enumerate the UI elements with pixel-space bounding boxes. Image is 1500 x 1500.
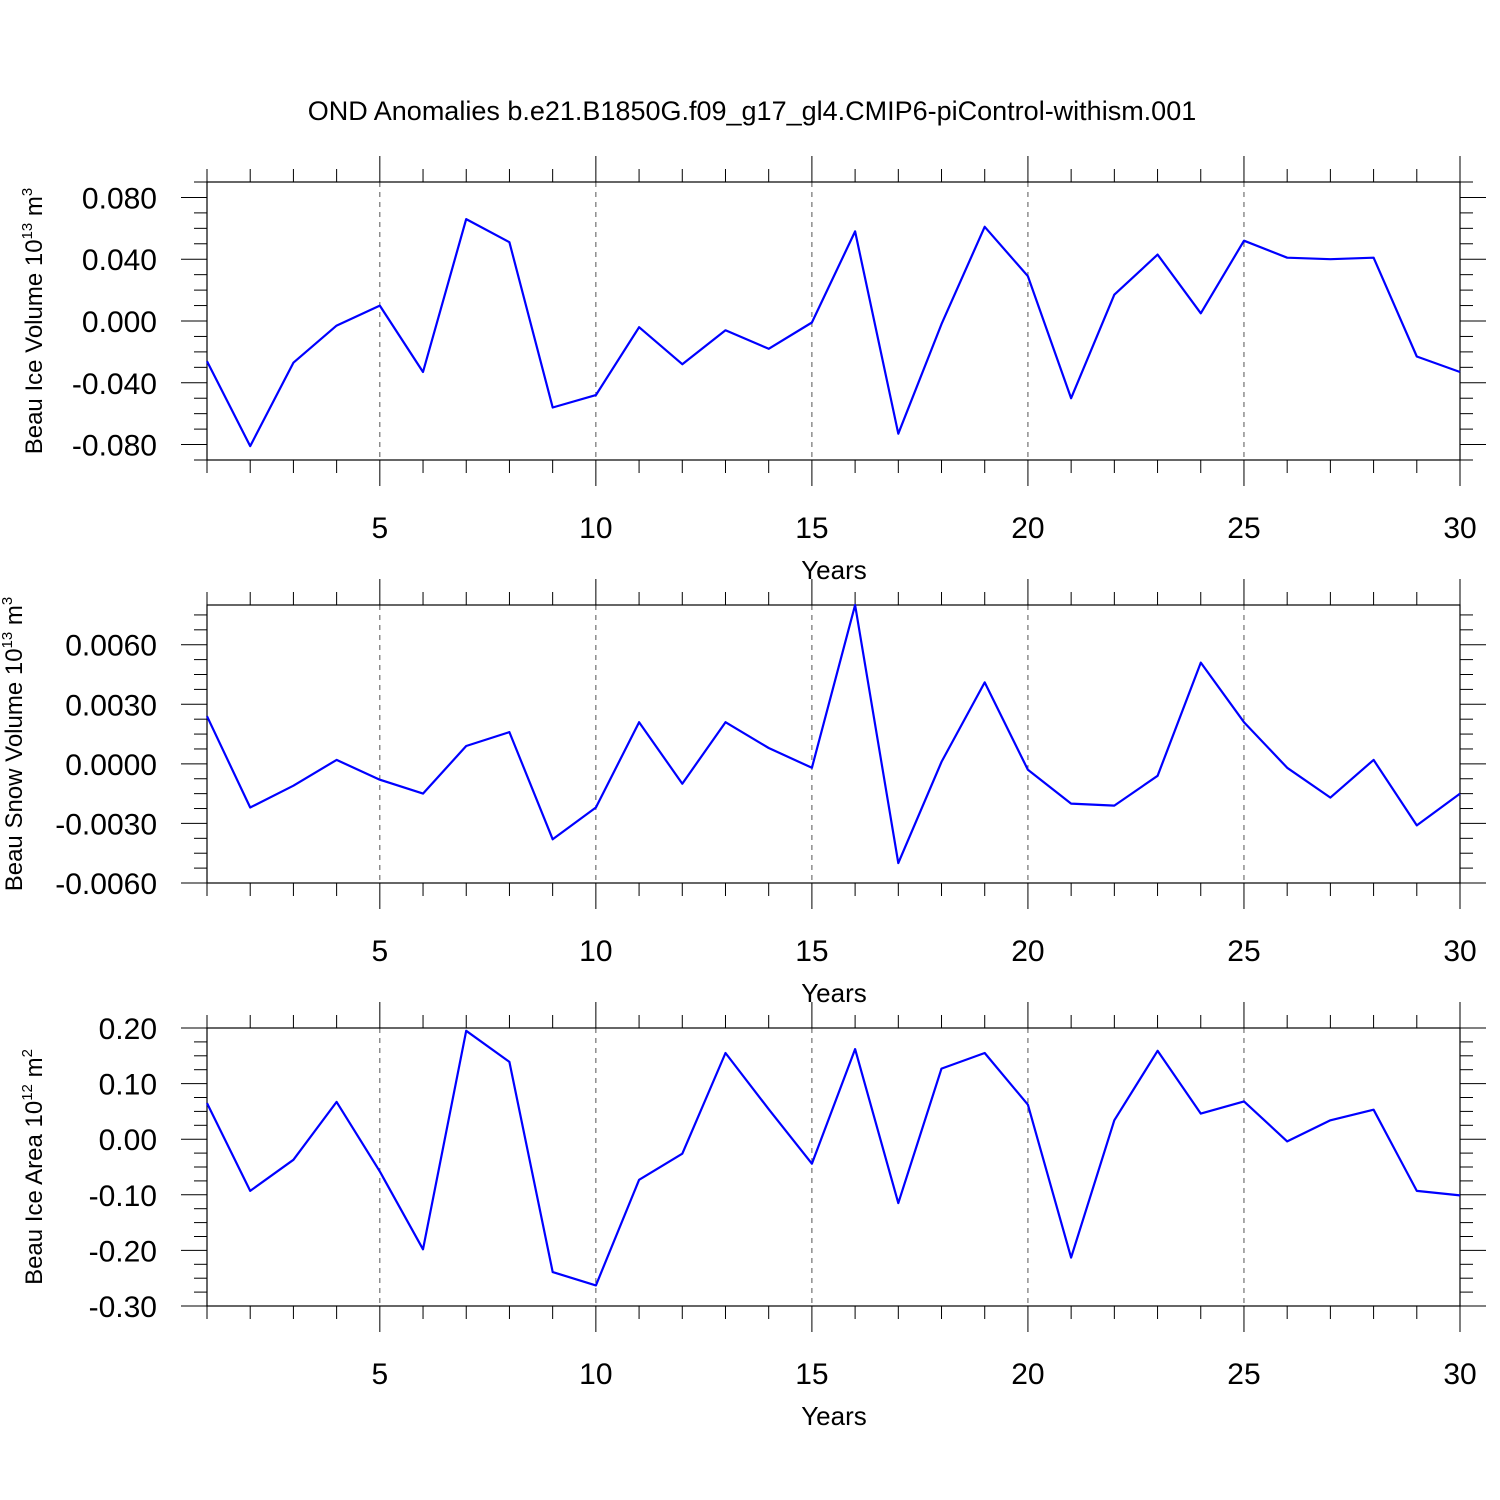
y-tick-label: 0.0000 — [65, 749, 157, 782]
y-tick-label: -0.10 — [89, 1180, 157, 1213]
y-tick-label: 0.0030 — [65, 689, 157, 722]
x-tick-label: 20 — [1011, 935, 1044, 968]
x-tick-label: 10 — [579, 1358, 612, 1391]
x-tick-label: 20 — [1011, 1358, 1044, 1391]
x-axis-label: Years — [801, 555, 867, 585]
y-tick-label: -0.0060 — [55, 868, 157, 901]
x-tick-label: 10 — [579, 935, 612, 968]
y-tick-label: 0.10 — [99, 1069, 157, 1102]
x-tick-label: 5 — [371, 512, 388, 545]
x-tick-label: 15 — [795, 1358, 828, 1391]
chart-title: OND Anomalies b.e21.B1850G.f09_g17_gl4.C… — [308, 96, 1196, 126]
y-axis-label: Beau Snow Volume 1013 m3 — [0, 597, 28, 892]
y-axis-label: Beau Ice Volume 1013 m3 — [19, 188, 48, 455]
x-tick-label: 15 — [795, 935, 828, 968]
y-tick-label: 0.040 — [82, 244, 157, 277]
x-tick-label: 25 — [1227, 512, 1260, 545]
x-tick-label: 30 — [1443, 512, 1476, 545]
panel-2: 5 10 15 20 25 30 0.0060 0.0030 0.0000 -0.0030 -0.0… — [0, 579, 1486, 1008]
plot-frame — [206, 181, 1461, 461]
x-tick-label: 5 — [371, 1358, 388, 1391]
x-tick-label: 30 — [1443, 1358, 1476, 1391]
x-axis-label: Years — [801, 978, 867, 1008]
series-line — [206, 1029, 1461, 1287]
series-line — [206, 603, 1461, 865]
x-tick-label: 20 — [1011, 512, 1044, 545]
y-tick-label: 0.000 — [82, 306, 157, 339]
y-tick-label: -0.080 — [72, 430, 157, 463]
plot-frame — [206, 1027, 1461, 1307]
x-tick-label: 10 — [579, 512, 612, 545]
y-axis-label: Beau Ice Area 1012 m2 — [19, 1049, 48, 1285]
panel-1: 5 10 15 20 25 30 0.080 0.040 0.000 -0.040 -0.080 Ye… — [19, 156, 1486, 585]
y-tick-label: -0.040 — [72, 368, 157, 401]
y-tick-label: 0.00 — [99, 1124, 157, 1157]
x-tick-label: 25 — [1227, 935, 1260, 968]
y-tick-label: -0.30 — [89, 1291, 157, 1324]
plot-frame — [206, 604, 1461, 884]
panel-3: 5 10 15 20 25 30 0.20 0.10 0.00 -0.10 -0.20 -0.30 Ye… — [19, 1002, 1486, 1431]
x-tick-label: 25 — [1227, 1358, 1260, 1391]
x-tick-label: 15 — [795, 512, 828, 545]
series-line — [206, 218, 1461, 448]
y-tick-label: -0.20 — [89, 1235, 157, 1268]
y-tick-label: 0.20 — [99, 1013, 157, 1046]
x-tick-label: 5 — [371, 935, 388, 968]
y-tick-label: -0.0030 — [55, 808, 157, 841]
x-axis-label: Years — [801, 1401, 867, 1431]
y-tick-label: 0.080 — [82, 182, 157, 215]
x-tick-label: 30 — [1443, 935, 1476, 968]
y-tick-label: 0.0060 — [65, 630, 157, 663]
